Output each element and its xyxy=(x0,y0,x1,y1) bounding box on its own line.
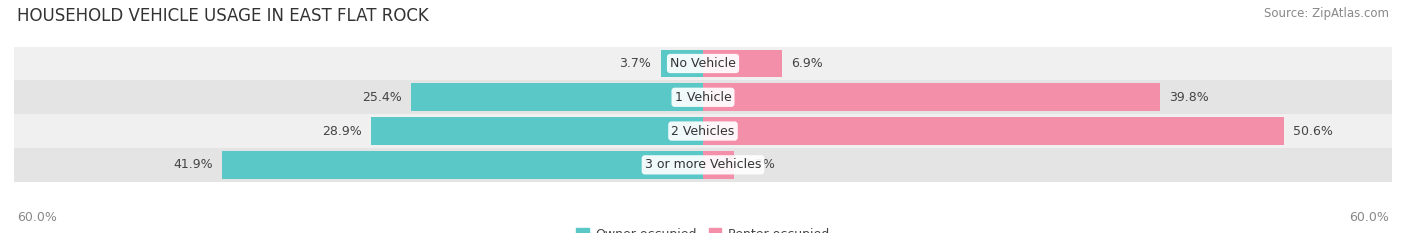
Text: 25.4%: 25.4% xyxy=(363,91,402,104)
Text: 28.9%: 28.9% xyxy=(322,125,361,137)
Text: 41.9%: 41.9% xyxy=(173,158,212,171)
Text: HOUSEHOLD VEHICLE USAGE IN EAST FLAT ROCK: HOUSEHOLD VEHICLE USAGE IN EAST FLAT ROC… xyxy=(17,7,429,25)
Text: 6.9%: 6.9% xyxy=(792,57,823,70)
Bar xyxy=(14,148,1392,182)
Bar xyxy=(371,117,703,145)
Text: 2.7%: 2.7% xyxy=(744,158,775,171)
Bar xyxy=(703,50,782,77)
Text: 50.6%: 50.6% xyxy=(1294,125,1333,137)
Text: Source: ZipAtlas.com: Source: ZipAtlas.com xyxy=(1264,7,1389,20)
Text: 2 Vehicles: 2 Vehicles xyxy=(672,125,734,137)
Legend: Owner-occupied, Renter-occupied: Owner-occupied, Renter-occupied xyxy=(571,223,835,233)
Bar xyxy=(703,117,1284,145)
Bar xyxy=(412,83,703,111)
Bar xyxy=(14,80,1392,114)
Bar xyxy=(222,151,703,179)
Text: 3 or more Vehicles: 3 or more Vehicles xyxy=(645,158,761,171)
Bar xyxy=(14,47,1392,80)
Text: 60.0%: 60.0% xyxy=(1350,211,1389,224)
Bar xyxy=(14,114,1392,148)
Text: 3.7%: 3.7% xyxy=(620,57,651,70)
Text: 60.0%: 60.0% xyxy=(17,211,56,224)
Bar xyxy=(661,50,703,77)
Text: No Vehicle: No Vehicle xyxy=(671,57,735,70)
Text: 39.8%: 39.8% xyxy=(1170,91,1209,104)
Bar xyxy=(703,83,1160,111)
Bar xyxy=(703,151,734,179)
Text: 1 Vehicle: 1 Vehicle xyxy=(675,91,731,104)
